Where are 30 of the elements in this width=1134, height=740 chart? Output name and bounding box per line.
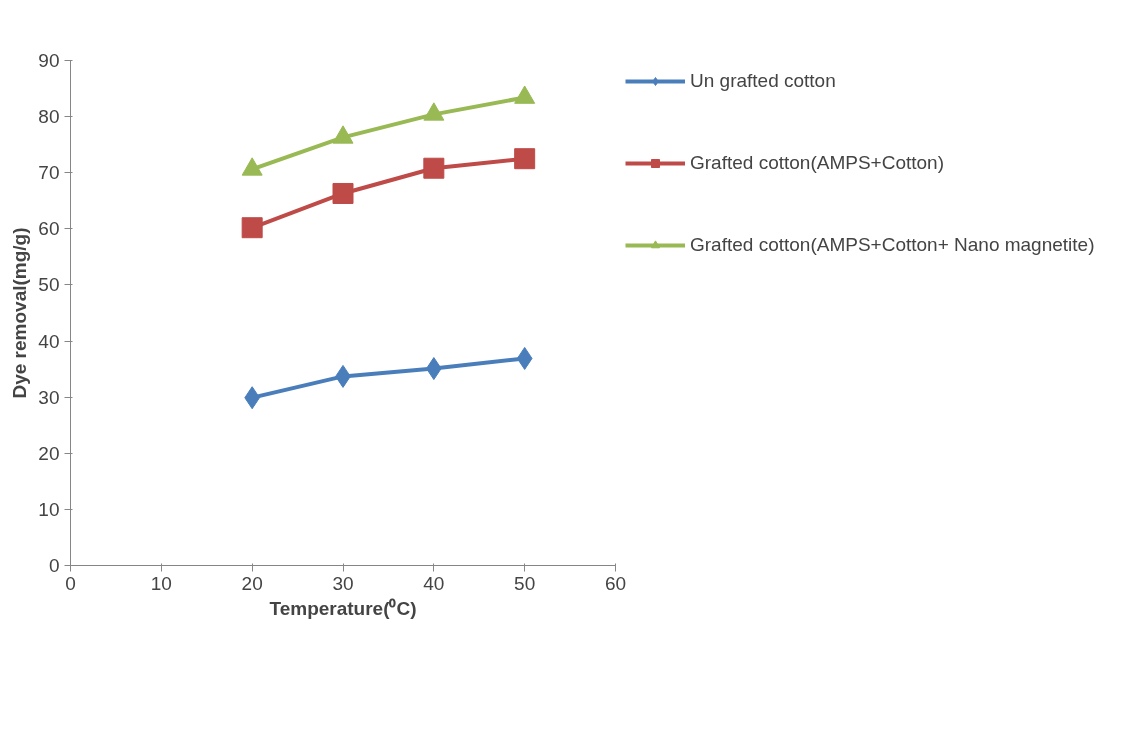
y-tick-label: 0 <box>48 555 60 576</box>
y-tick-label: 30 <box>38 386 60 408</box>
point <box>332 125 354 144</box>
point <box>423 102 445 121</box>
x-tick-label: 30 <box>332 572 354 594</box>
legend-label: Grafted cotton(AMPS+Cotton+ Nano magnetite) <box>690 234 1095 256</box>
y-tick-label: 70 <box>38 162 60 184</box>
y-tick-label: 60 <box>38 218 60 240</box>
x-tick-label: 60 <box>604 572 627 594</box>
point <box>241 217 263 239</box>
point <box>423 157 445 179</box>
y-tick-label: 20 <box>38 442 60 464</box>
x-tick-label: 20 <box>241 572 263 594</box>
x-tick-label: 40 <box>423 572 445 594</box>
point <box>241 157 263 176</box>
y-tick-label: 50 <box>38 274 60 296</box>
point <box>332 182 354 204</box>
y-tick-label: 40 <box>38 330 60 352</box>
legend-label: Grafted cotton(AMPS+Cotton) <box>690 152 944 174</box>
point <box>514 85 536 104</box>
y-axis-title: Dye removal(mg/g) <box>9 227 31 399</box>
y-tick-label: 90 <box>38 50 60 71</box>
y-tick-label: 80 <box>38 106 60 128</box>
x-axis-title: Temperature(⁰C) <box>269 597 417 619</box>
x-tick-label: 0 <box>65 572 76 594</box>
x-tick-label: 10 <box>150 572 172 594</box>
y-tick-label: 10 <box>38 498 60 520</box>
x-tick-label: 50 <box>514 572 536 594</box>
point <box>516 346 533 370</box>
legend-label: Un grafted cotton <box>690 70 836 92</box>
